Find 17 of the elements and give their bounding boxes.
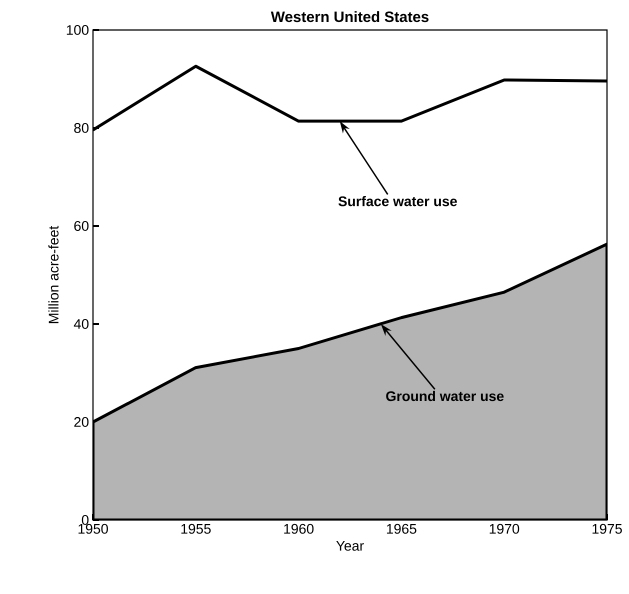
y-tick-label: 80: [74, 123, 89, 133]
y-tick-label: 60: [74, 221, 89, 231]
x-tick-label: 1955: [181, 524, 211, 534]
x-tick-label: 1950: [78, 524, 108, 534]
annotation: Surface water use: [338, 196, 457, 206]
x-tick-label: 1970: [490, 524, 520, 534]
y-tick-label: 40: [74, 319, 89, 329]
annotation: Ground water use: [386, 390, 504, 402]
x-axis-title: Year: [336, 541, 364, 551]
y-tick-label: 100: [66, 25, 89, 35]
x-tick-label: 1975: [592, 524, 622, 534]
chart-title: Western United States: [270, 11, 429, 22]
x-tick-label: 1965: [386, 524, 416, 534]
y-tick-label: 20: [74, 417, 89, 427]
x-tick-label: 1960: [284, 524, 314, 534]
y-tick-label: 0: [82, 515, 89, 525]
y-axis-title: Million acre-feet: [48, 226, 59, 324]
